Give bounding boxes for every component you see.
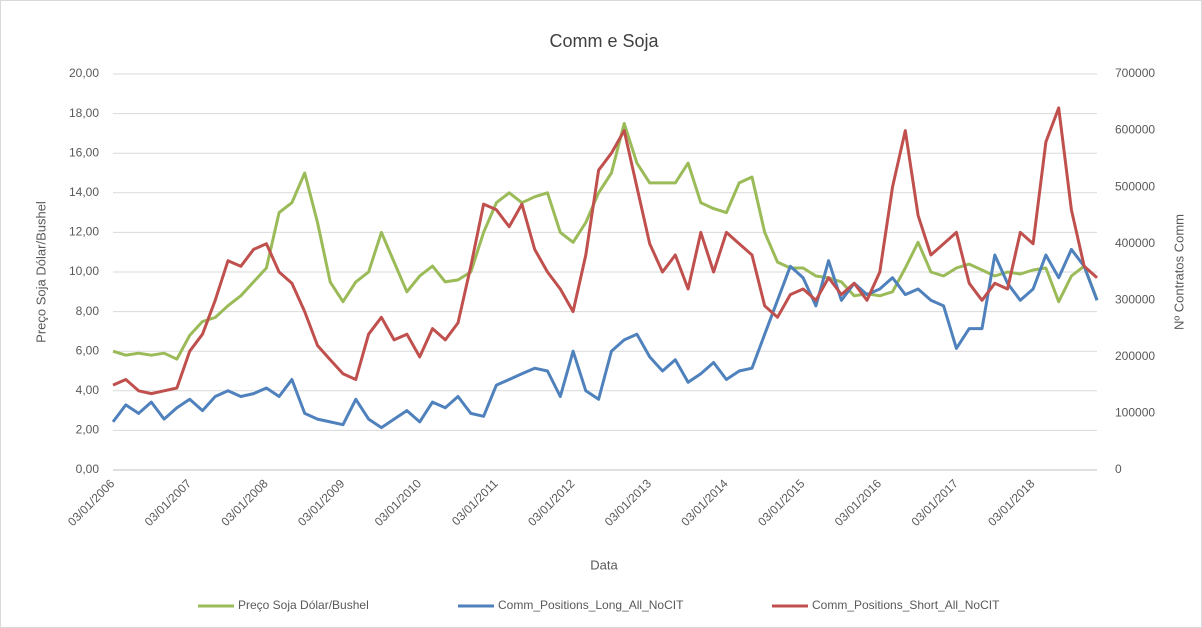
y2-tick-label: 400000 [1115, 236, 1155, 250]
y-tick-label: 16,00 [69, 145, 99, 159]
y-tick-label: 4,00 [76, 383, 100, 397]
chart-title: Comm e Soja [549, 31, 659, 51]
y-tick-label: 20,00 [69, 66, 99, 80]
y2-tick-label: 500000 [1115, 179, 1155, 193]
legend-label: Preço Soja Dólar/Bushel [238, 598, 369, 612]
y2-tick-label: 300000 [1115, 292, 1155, 306]
y2-tick-label: 200000 [1115, 349, 1155, 363]
y-tick-label: 8,00 [76, 304, 100, 318]
y-tick-label: 2,00 [76, 423, 100, 437]
x-axis-title: Data [590, 557, 618, 572]
y2-tick-label: 600000 [1115, 123, 1155, 137]
series-line [111, 247, 1099, 430]
y-tick-label: 10,00 [69, 264, 99, 278]
y2-tick-label: 0 [1115, 462, 1122, 476]
series-line [112, 122, 1099, 361]
y-tick-label: 12,00 [69, 225, 99, 239]
y2-tick-label: 100000 [1115, 406, 1155, 420]
legend-label: Comm_Positions_Long_All_NoCIT [498, 598, 684, 612]
y-tick-label: 0,00 [76, 462, 100, 476]
y2-axis-title: Nº Contratos Comm [1171, 214, 1186, 330]
y-axis-title: Preço Soja Dólar/Bushel [33, 201, 48, 343]
legend-label: Comm_Positions_Short_All_NoCIT [812, 598, 1000, 612]
series-line [112, 106, 1098, 396]
y-tick-label: 6,00 [76, 343, 100, 357]
y2-tick-label: 700000 [1115, 66, 1155, 80]
y-tick-label: 14,00 [69, 185, 99, 199]
y-tick-label: 18,00 [69, 106, 99, 120]
